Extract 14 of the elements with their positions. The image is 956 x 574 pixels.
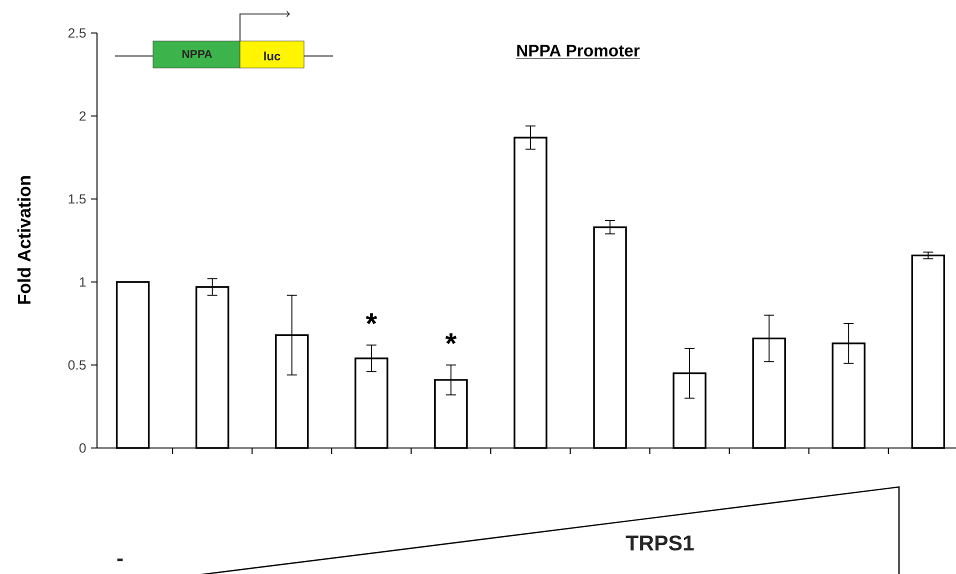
y-tick-label: 2 — [80, 111, 86, 121]
y-axis-title: Fold Activation — [17, 176, 31, 304]
y-tick-label: 1.5 — [68, 194, 86, 204]
data-label: * — [445, 333, 457, 344]
y-tick-label: 0 — [79, 443, 86, 453]
annotation: luc — [264, 52, 280, 60]
text: TRPS1 — [626, 535, 694, 551]
y-tick-label: 0.5 — [68, 360, 86, 370]
annotation: NPPA — [182, 50, 212, 58]
text: NPPA Promoter — [517, 44, 640, 56]
data-label: * — [366, 313, 378, 324]
y-tick-label: 2.5 — [68, 28, 86, 38]
text: - — [117, 558, 123, 562]
y-tick-label: 1 — [80, 277, 86, 287]
